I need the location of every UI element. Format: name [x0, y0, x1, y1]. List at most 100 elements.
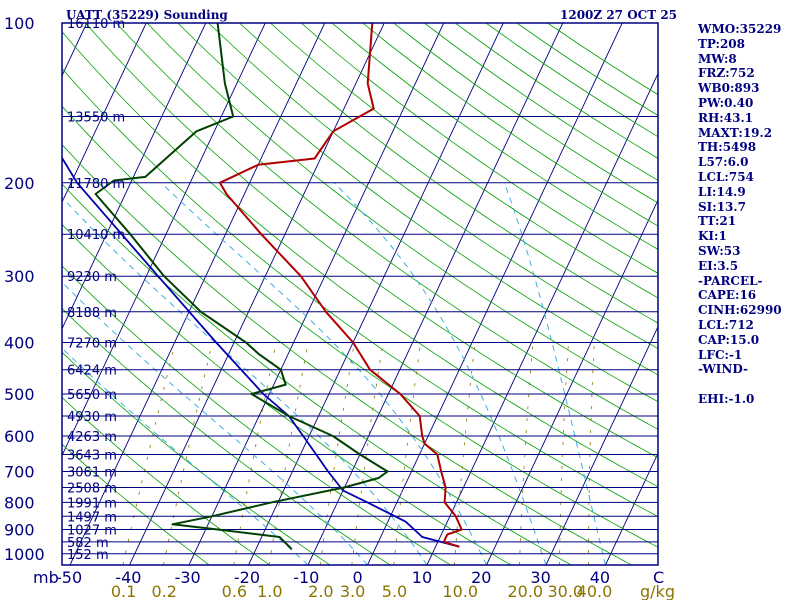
moist-adiabat-line: [62, 281, 368, 565]
stability-indices-list: WMO:35229 TP:208 MW:8 FRZ:752 WB0:893 PW:0.40…: [698, 22, 782, 407]
isotherm-line: [725, 23, 800, 565]
pressure-tick-label: 800: [4, 493, 35, 512]
mixing-ratio-tick-label: 0.2: [151, 582, 176, 600]
mixing-ratio-tick-label: 40.0: [577, 582, 613, 600]
pressure-tick-label: 100: [4, 14, 35, 33]
index-item: CINH:62990: [698, 303, 782, 318]
dry-adiabat-line: [177, 23, 658, 376]
isotherm-line: [62, 23, 207, 330]
mixing-ratio-tick-label: 10.0: [442, 582, 478, 600]
mixing-ratio-tick-label: 1.0: [257, 582, 282, 600]
isotherm-line: [545, 325, 658, 565]
height-label: 582 m: [67, 536, 109, 551]
height-label: 3061 m: [67, 466, 117, 481]
mixing-ratio-line: [163, 342, 213, 565]
pressure-tick-label: 900: [4, 520, 35, 539]
index-item: SI:13.7: [698, 199, 746, 214]
dry-adiabat-line: [62, 144, 632, 565]
height-label: 1027 m: [67, 523, 117, 538]
sounding-datetime: 1200Z 27 OCT 25: [560, 8, 678, 22]
index-item: CAP:15.0: [698, 332, 760, 347]
dry-adiabat-line: [62, 307, 391, 565]
temperature-tick-label: 10: [412, 568, 432, 587]
chart-title: UATT (35229) Sounding: [66, 8, 228, 22]
isotherm-line: [605, 452, 658, 565]
mixing-ratio-line: [122, 342, 176, 565]
dry-adiabat-line: [362, 23, 658, 227]
mixing-ratio-tick-label: 3.0: [340, 582, 365, 600]
dry-adiabat-line: [146, 23, 658, 403]
temperature-tick-label: -30: [175, 568, 201, 587]
index-item: -PARCEL-: [698, 273, 763, 288]
height-label: 4263 m: [67, 430, 117, 445]
index-item: TT:21: [698, 214, 737, 229]
pressure-tick-label: 500: [4, 385, 35, 404]
dry-adiabat-line: [62, 396, 270, 565]
height-label: 13550 m: [67, 110, 125, 125]
isotherm-line: [188, 23, 445, 565]
mixing-ratio-line: [588, 342, 595, 565]
dewpoint-profile-line: [94, 23, 389, 550]
moist-adiabat-line: [62, 347, 309, 565]
dry-adiabat-line: [115, 23, 658, 430]
dry-adiabat-line: [424, 23, 658, 181]
index-item: EHI:-1.0: [698, 391, 755, 406]
height-label: 2508 m: [67, 481, 117, 496]
dry-adiabat-line: [208, 23, 658, 350]
dry-adiabat-line: [62, 351, 331, 565]
height-label: 8188 m: [67, 306, 117, 321]
index-item: LI:14.9: [698, 184, 746, 199]
index-item: WB0:893: [698, 81, 760, 96]
index-item: RH:43.1: [698, 110, 753, 125]
height-label: 9230 m: [67, 270, 117, 285]
height-label: 4930 m: [67, 410, 117, 425]
dry-adiabat-line: [393, 23, 658, 204]
mixing-ratio-line: [268, 342, 309, 565]
mixing-ratio-line: [233, 342, 277, 565]
height-label: 1497 m: [67, 510, 117, 525]
mixing-ratio-tick-label: 20.0: [507, 582, 543, 600]
isotherm-line: [69, 23, 326, 565]
dry-adiabat-line: [62, 443, 210, 565]
isotherm-line: [426, 72, 658, 565]
pressure-tick-label: 200: [4, 174, 35, 193]
index-item: LFC:-1: [698, 347, 743, 362]
pressure-tick-label: 400: [4, 334, 35, 353]
height-label: 3643 m: [67, 448, 117, 463]
dry-adiabat-line: [270, 23, 658, 299]
mixing-ratio-line: [559, 342, 569, 565]
mixing-ratio-tick-label: 0.6: [222, 582, 247, 600]
moist-adiabat-line: [62, 196, 428, 565]
plot-frame: [61, 22, 659, 566]
isotherm-line: [62, 23, 266, 457]
isotherm-line: [129, 23, 385, 565]
mixing-ratio-unit-label: g/kg: [640, 582, 675, 600]
dry-adiabat-line: [62, 105, 658, 548]
index-item: TH:5498: [698, 140, 757, 155]
parcel-path-line: [62, 156, 460, 548]
height-label: 5650 m: [67, 388, 117, 403]
pressure-tick-label: 300: [4, 267, 35, 286]
index-item: CAPE:16: [698, 288, 757, 303]
temperature-tick-label: -50: [56, 568, 82, 587]
height-label: 1991 m: [67, 496, 117, 511]
temperature-tick-label: 20: [471, 568, 491, 587]
mixing-ratio-tick-label: 5.0: [382, 582, 407, 600]
mixing-ratio-line: [393, 342, 421, 565]
index-item: SW:53: [698, 243, 741, 258]
index-item: TP:208: [698, 36, 746, 51]
index-item: -WIND-: [698, 362, 748, 377]
dry-adiabat-line: [331, 23, 658, 250]
mixing-ratio-line: [319, 342, 355, 565]
index-item: FRZ:752: [698, 66, 755, 81]
mixing-ratio-line: [351, 342, 384, 565]
height-label: 11780 m: [67, 177, 125, 192]
isotherm-line: [486, 199, 658, 565]
index-item: LCL:712: [698, 317, 754, 332]
index-item: MW:8: [698, 51, 737, 66]
moist-adiabat-line: [333, 182, 547, 565]
temperature-tick-label: -10: [293, 568, 319, 587]
height-label: 10410 m: [67, 228, 125, 243]
dry-adiabat-line: [62, 31, 658, 488]
